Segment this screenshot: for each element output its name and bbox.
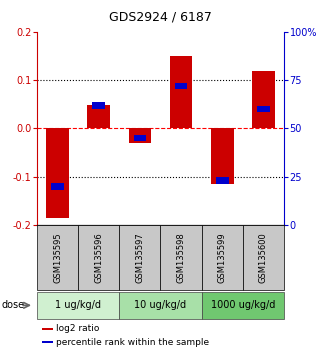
Bar xyxy=(37,292,119,319)
Bar xyxy=(202,225,243,290)
Bar xyxy=(119,292,202,319)
Text: GSM135599: GSM135599 xyxy=(218,232,227,283)
Text: GSM135600: GSM135600 xyxy=(259,232,268,283)
Text: GSM135596: GSM135596 xyxy=(94,232,103,283)
Bar xyxy=(37,225,78,290)
Bar xyxy=(202,292,284,319)
Bar xyxy=(119,225,160,290)
Text: GDS2924 / 6187: GDS2924 / 6187 xyxy=(109,10,212,23)
Text: 1 ug/kg/d: 1 ug/kg/d xyxy=(55,300,101,310)
Bar xyxy=(42,341,53,343)
Bar xyxy=(134,135,146,141)
Bar xyxy=(129,128,151,143)
Bar xyxy=(160,225,202,290)
Text: 1000 ug/kg/d: 1000 ug/kg/d xyxy=(211,300,275,310)
Bar xyxy=(78,225,119,290)
Text: GSM135598: GSM135598 xyxy=(177,232,186,283)
Bar xyxy=(252,72,275,128)
Bar xyxy=(211,128,234,184)
Bar xyxy=(51,183,64,190)
Text: GSM135595: GSM135595 xyxy=(53,232,62,283)
Text: 10 ug/kg/d: 10 ug/kg/d xyxy=(134,300,187,310)
Bar xyxy=(46,128,69,218)
Bar xyxy=(216,177,229,184)
Bar xyxy=(170,56,192,128)
Text: log2 ratio: log2 ratio xyxy=(56,324,99,333)
Bar xyxy=(175,82,187,89)
Text: percentile rank within the sample: percentile rank within the sample xyxy=(56,337,209,347)
Bar xyxy=(42,327,53,330)
Text: dose: dose xyxy=(2,300,25,310)
Bar xyxy=(257,105,270,113)
Bar xyxy=(92,102,105,109)
Bar xyxy=(243,225,284,290)
Text: GSM135597: GSM135597 xyxy=(135,232,144,283)
Bar xyxy=(87,105,110,128)
